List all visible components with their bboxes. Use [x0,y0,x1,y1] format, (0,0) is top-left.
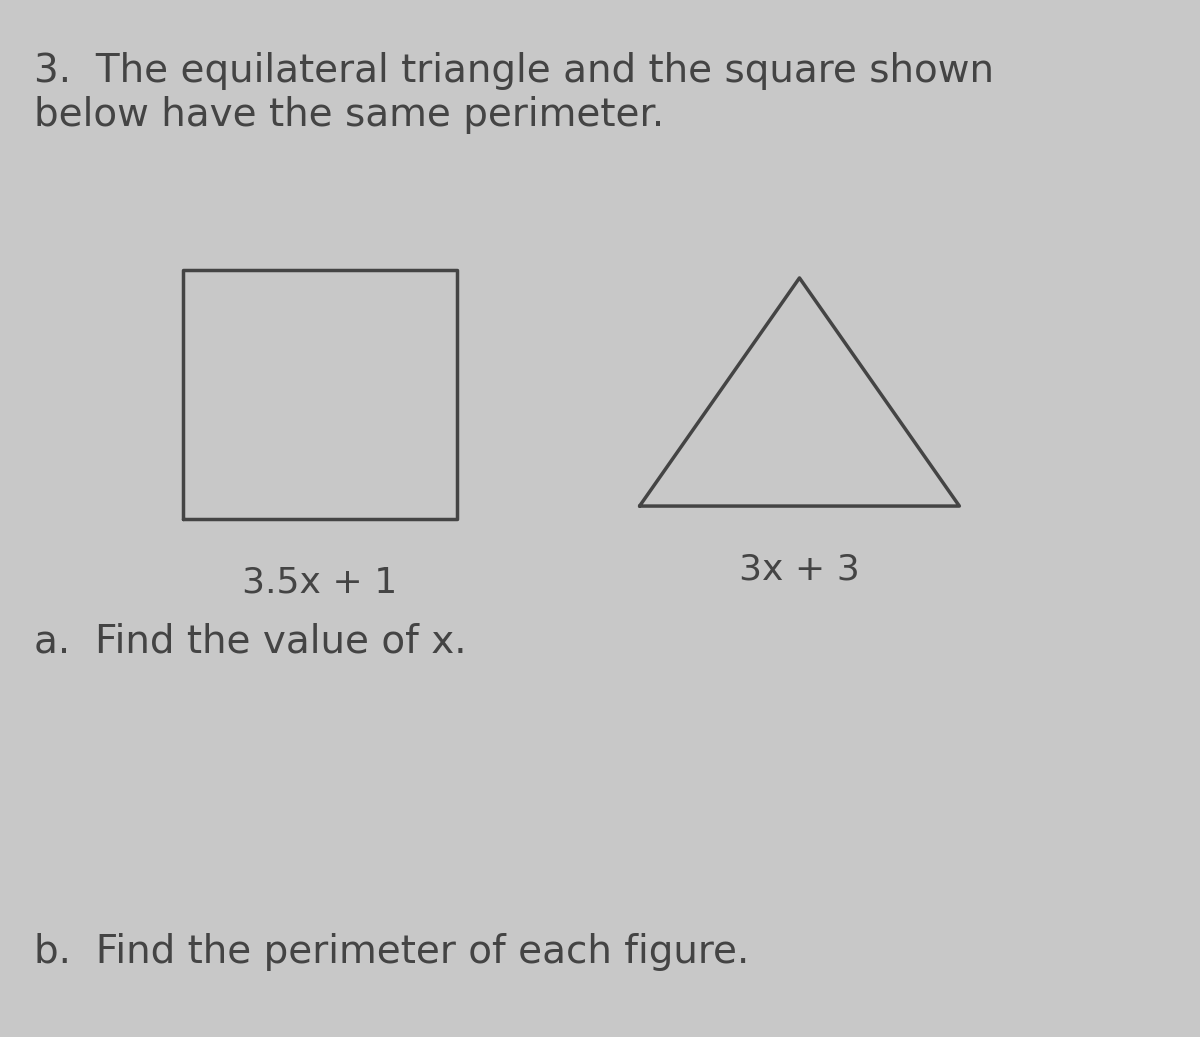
Text: a.  Find the value of x.: a. Find the value of x. [35,622,467,661]
Text: 3.5x + 1: 3.5x + 1 [242,565,397,599]
Text: 3.  The equilateral triangle and the square shown
below have the same perimeter.: 3. The equilateral triangle and the squa… [35,52,995,134]
Text: 3x + 3: 3x + 3 [739,553,860,587]
Text: b.  Find the perimeter of each figure.: b. Find the perimeter of each figure. [35,933,750,972]
